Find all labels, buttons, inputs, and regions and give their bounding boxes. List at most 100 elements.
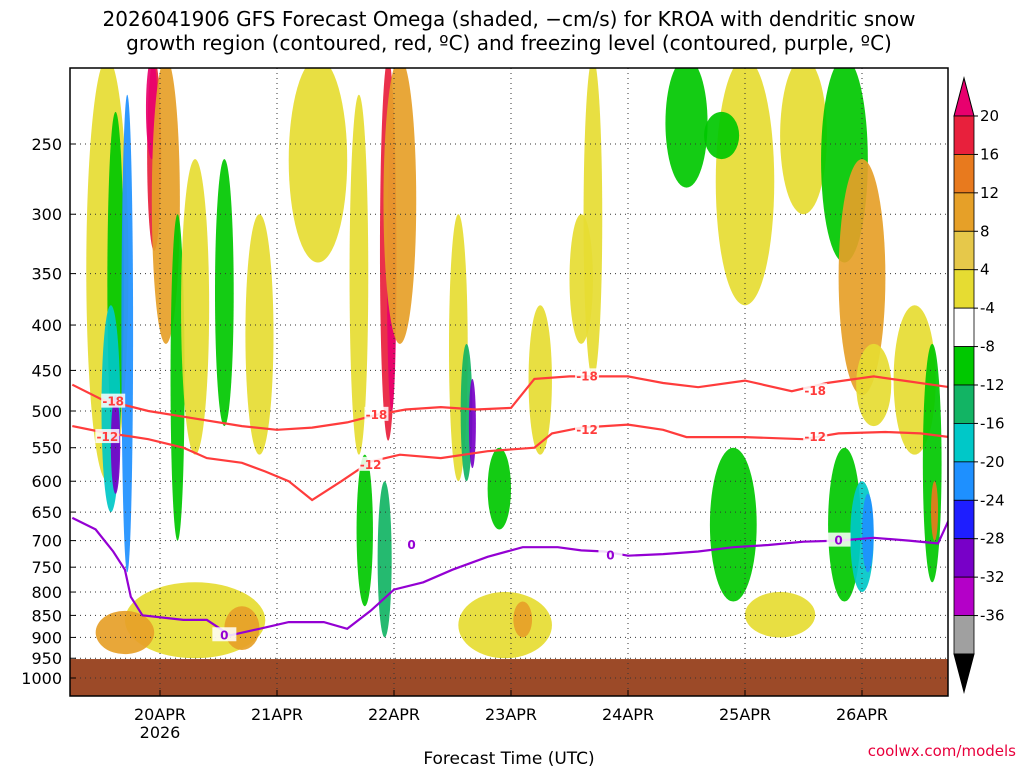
colorbar-segment xyxy=(953,154,975,194)
credit-text: coolwx.com/models xyxy=(868,742,1016,760)
x-axis-title: Forecast Time (UTC) xyxy=(423,749,594,768)
x-tick-label: 22APR xyxy=(368,705,420,724)
contour-label: -18 xyxy=(102,395,124,409)
colorbar-label: -12 xyxy=(980,376,1005,394)
colorbar-label: 20 xyxy=(980,107,999,125)
contour-label: 0 xyxy=(407,538,415,552)
y-tick-label: 1000 xyxy=(21,669,62,688)
contour-label-background xyxy=(598,547,623,562)
contour-label: -12 xyxy=(97,430,119,444)
colorbar-label: -16 xyxy=(980,414,1005,432)
omega-shade-region xyxy=(468,378,476,469)
y-tick-label: 700 xyxy=(31,532,62,551)
omega-shade-region xyxy=(288,68,348,263)
omega-shade-region xyxy=(862,493,874,573)
colorbar-label: -32 xyxy=(980,568,1005,586)
omega-shade-region xyxy=(922,343,942,583)
omega-shade-region xyxy=(780,68,827,215)
contour-label-background xyxy=(358,456,383,471)
omega-shade-region xyxy=(569,214,593,344)
contour-line xyxy=(71,516,948,637)
y-tick-label: 900 xyxy=(31,628,62,647)
contour-label: 0 xyxy=(606,549,614,563)
omega-shade-region xyxy=(856,343,892,427)
colorbar-segment xyxy=(953,576,975,616)
y-tick-label: 600 xyxy=(31,472,62,491)
chart-title-line-1: 2026041906 GFS Forecast Omega (shaded, −… xyxy=(103,7,916,31)
omega-shade-region xyxy=(704,111,740,160)
omega-shade-region xyxy=(931,481,939,541)
contour-label: -18 xyxy=(804,384,826,398)
y-tick-label: 350 xyxy=(31,265,62,284)
omega-shade-region xyxy=(377,481,392,638)
y-tick-label: 750 xyxy=(31,558,62,577)
y-tick-label: 250 xyxy=(31,135,62,154)
omega-shade-region xyxy=(349,94,369,455)
contour-label-background xyxy=(575,421,600,436)
omega-shade-region xyxy=(356,454,373,607)
contour-label: -12 xyxy=(360,458,382,472)
colorbar-segment xyxy=(953,307,975,347)
contour-label-background xyxy=(826,532,851,547)
omega-shade-region xyxy=(110,395,121,494)
y-tick-label: 450 xyxy=(31,361,62,380)
x-tick-label: 26APR xyxy=(836,705,888,724)
y-tick-label: 950 xyxy=(31,649,62,668)
contour-label: -12 xyxy=(804,430,826,444)
contour-label: -18 xyxy=(366,408,388,422)
contour-label: -12 xyxy=(576,423,598,437)
omega-shade-region xyxy=(487,447,511,530)
y-tick-label: 400 xyxy=(31,316,62,335)
omega-shade-region xyxy=(745,592,816,638)
colorbar-label: -24 xyxy=(980,491,1005,509)
omega-shading xyxy=(86,68,942,659)
omega-shade-region xyxy=(121,94,134,573)
omega-shade-region xyxy=(838,159,886,396)
chart-title-line-2: growth region (contoured, red, ºC) and f… xyxy=(126,31,892,55)
ground-below-surface xyxy=(70,659,948,696)
colorbar-segment xyxy=(953,384,975,424)
plot-frame xyxy=(69,67,949,697)
colorbar-segment xyxy=(953,615,975,655)
omega-shade-region xyxy=(458,592,552,659)
contour-line xyxy=(71,375,948,431)
contour-label: -18 xyxy=(576,369,598,383)
omega-shade-region xyxy=(170,214,185,541)
contour-label: 0 xyxy=(220,628,228,642)
omega-shade-region xyxy=(245,214,274,455)
colorbar-label: 8 xyxy=(980,222,990,240)
colorbar-segment xyxy=(953,538,975,578)
y-tick-label: 850 xyxy=(31,606,62,625)
colorbar-segment xyxy=(953,115,975,155)
x-year-label: 2026 xyxy=(140,723,181,742)
contour-line xyxy=(72,423,948,502)
colorbar-segment xyxy=(953,346,975,386)
x-tick-label: 20APR xyxy=(134,705,186,724)
omega-shade-region xyxy=(95,610,155,655)
colorbar-segment xyxy=(953,499,975,540)
omega-shade-region xyxy=(665,68,708,188)
omega-shade-region xyxy=(181,159,210,455)
contour-lines: -18 -18 -18 -18 -12 -12 -12 -12 0 0 0 0 xyxy=(71,368,948,642)
y-tick-label: 650 xyxy=(31,503,62,522)
colorbar-label: -20 xyxy=(980,453,1005,471)
colorbar: 20 16 12 8 4 -4 -8 -12 -16 -20 -24 -28 -32 -36 xyxy=(953,76,1005,694)
y-tick-label: 800 xyxy=(31,583,62,602)
colorbar-label: 4 xyxy=(980,261,990,279)
contour-label: 0 xyxy=(834,534,842,548)
x-tick-label: 21APR xyxy=(251,705,303,724)
colorbar-bottom-arrow xyxy=(953,653,975,694)
contour-label-background xyxy=(399,536,424,551)
colorbar-segment xyxy=(953,269,975,309)
colorbar-segment xyxy=(953,423,975,463)
colorbar-label: -4 xyxy=(980,299,995,317)
colorbar-top-arrow xyxy=(953,76,975,117)
x-axis: 20APR 21APR 22APR 23APR 24APR 25APR 26APR xyxy=(134,690,888,724)
x-tick-label: 25APR xyxy=(719,705,771,724)
contour-label-background xyxy=(101,393,126,408)
colorbar-label: 16 xyxy=(980,145,999,163)
contour-label-background xyxy=(803,429,828,444)
contour-label-background xyxy=(364,406,389,421)
omega-shade-region xyxy=(383,68,417,344)
